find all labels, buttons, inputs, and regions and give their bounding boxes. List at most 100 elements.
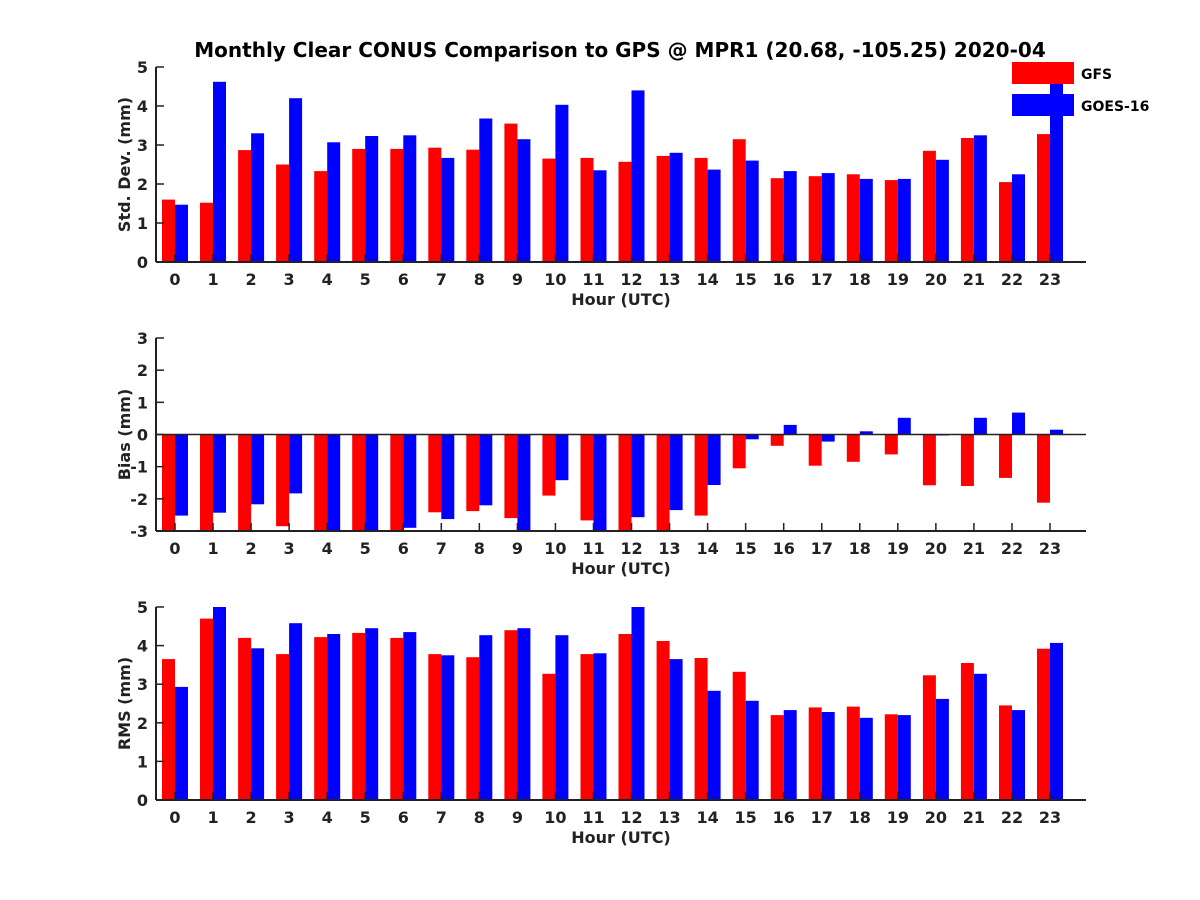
bias-bar-gfs-3 (276, 434, 290, 527)
bias-bar-gfs-9 (504, 434, 518, 519)
rms-bar-goes16-14 (707, 690, 721, 800)
stddev-bar-gfs-13 (656, 155, 670, 262)
stddev-xtick-label: 0 (169, 270, 180, 289)
bias-bar-gfs-7 (428, 434, 442, 513)
rms-bar-gfs-23 (1037, 648, 1050, 800)
rms-bar-goes16-1 (213, 607, 226, 800)
rms-bar-goes16-0 (175, 686, 188, 800)
bias-bar-goes16-21 (973, 417, 987, 435)
bias-bar-goes16-22 (1012, 412, 1025, 435)
stddev-bar-gfs-8 (466, 149, 480, 262)
stddev-bar-gfs-21 (960, 138, 974, 262)
stddev-bar-gfs-18 (846, 174, 860, 262)
bias-bar-goes16-12 (631, 434, 645, 518)
bias-bar-gfs-21 (960, 434, 974, 486)
bias-bar-gfs-10 (542, 434, 556, 496)
bias-bar-gfs-2 (238, 434, 252, 531)
legend-label-gfs: GFS (1081, 67, 1112, 83)
bias-ytick-label: -1 (130, 458, 148, 477)
rms-bar-gfs-1 (200, 618, 213, 800)
stddev-bar-gfs-0 (162, 199, 175, 262)
stddev-xtick-label: 22 (1001, 270, 1023, 289)
stddev-bar-gfs-17 (808, 176, 822, 262)
bias-xtick-label: 22 (1001, 539, 1023, 558)
rms-xtick-label: 15 (735, 808, 757, 827)
bias-xtick-label: 18 (849, 539, 871, 558)
stddev-bar-goes16-0 (175, 204, 188, 262)
stddev-xtick-label: 2 (246, 270, 257, 289)
rms-bar-gfs-5 (352, 632, 366, 800)
bias-bar-goes16-3 (289, 434, 303, 494)
bias-bar-gfs-12 (618, 434, 632, 531)
stddev-bar-goes16-23 (1050, 72, 1063, 262)
bias-bar-goes16-15 (745, 434, 759, 440)
stddev-xtick-label: 20 (925, 270, 947, 289)
rms-bar-gfs-10 (542, 673, 556, 800)
rms-xtick-label: 2 (246, 808, 257, 827)
rms-xtick-label: 13 (658, 808, 680, 827)
bias-xtick-label: 0 (169, 539, 180, 558)
rms-bar-goes16-22 (1012, 710, 1025, 800)
stddev-bar-gfs-3 (276, 164, 290, 262)
bias-bar-gfs-17 (808, 434, 822, 466)
bias-xtick-label: 13 (658, 539, 680, 558)
bias-bar-goes16-13 (669, 434, 683, 511)
stddev-xtick-label: 16 (773, 270, 795, 289)
bias-bar-gfs-4 (314, 434, 328, 531)
rms-xtick-label: 6 (398, 808, 409, 827)
rms-bar-goes16-2 (251, 648, 265, 800)
stddev-bar-gfs-10 (542, 158, 556, 262)
rms-bar-goes16-8 (479, 635, 493, 800)
stddev-bar-goes16-14 (707, 169, 721, 262)
stddev-xtick-label: 19 (887, 270, 909, 289)
rms-bar-goes16-23 (1050, 642, 1063, 800)
stddev-xtick-label: 4 (322, 270, 333, 289)
bias-bar-gfs-22 (999, 434, 1012, 478)
bias-bar-gfs-20 (922, 434, 936, 486)
bias-ytick-label: -3 (130, 522, 148, 541)
bias-xtick-label: 21 (963, 539, 985, 558)
rms-bar-gfs-0 (162, 659, 175, 800)
stddev-xtick-label: 11 (582, 270, 604, 289)
stddev-ytick-label: 4 (137, 97, 148, 116)
stddev-bar-gfs-22 (999, 182, 1012, 262)
rms-xtick-label: 11 (582, 808, 604, 827)
stddev-bar-goes16-4 (327, 142, 341, 262)
bias-bar-gfs-0 (162, 434, 175, 531)
bias-ytick-label: -2 (130, 490, 148, 509)
stddev-bar-gfs-19 (884, 180, 898, 262)
rms-xlabel: Hour (UTC) (571, 828, 671, 847)
bias-bars (162, 412, 1063, 531)
stddev-ytick-label: 5 (137, 58, 148, 77)
rms-ylabel: RMS (mm) (115, 657, 134, 750)
bias-bar-gfs-6 (390, 434, 404, 531)
rms-bar-gfs-9 (504, 630, 518, 800)
bias-bar-goes16-11 (593, 434, 607, 531)
stddev-xtick-label: 14 (696, 270, 718, 289)
stddev-bar-gfs-5 (352, 148, 366, 262)
rms-ytick-label: 5 (137, 598, 148, 617)
stddev-bar-goes16-13 (669, 152, 683, 262)
stddev-xtick-label: 1 (207, 270, 218, 289)
rms-bar-goes16-5 (365, 628, 379, 800)
bias-xtick-label: 4 (322, 539, 333, 558)
rms-bar-goes16-10 (555, 635, 569, 800)
rms-bar-goes16-3 (289, 623, 303, 800)
rms-bar-goes16-18 (859, 717, 873, 800)
bias-bar-goes16-2 (251, 434, 265, 505)
rms-bar-gfs-4 (314, 637, 328, 800)
stddev-xtick-label: 8 (474, 270, 485, 289)
rms-bar-goes16-7 (441, 655, 455, 800)
rms-bar-gfs-2 (238, 637, 252, 800)
bias-xtick-label: 20 (925, 539, 947, 558)
stddev-bar-goes16-20 (935, 159, 949, 262)
bias-ytick-label: 0 (137, 426, 148, 445)
stddev-xtick-label: 13 (658, 270, 680, 289)
rms-bar-gfs-15 (732, 671, 746, 800)
bias-xlabel: Hour (UTC) (571, 559, 671, 578)
stddev-xtick-label: 7 (436, 270, 447, 289)
stddev-xtick-label: 5 (360, 270, 371, 289)
stddev-ylabel: Std. Dev. (mm) (115, 97, 134, 232)
stddev-bar-goes16-6 (403, 135, 417, 262)
